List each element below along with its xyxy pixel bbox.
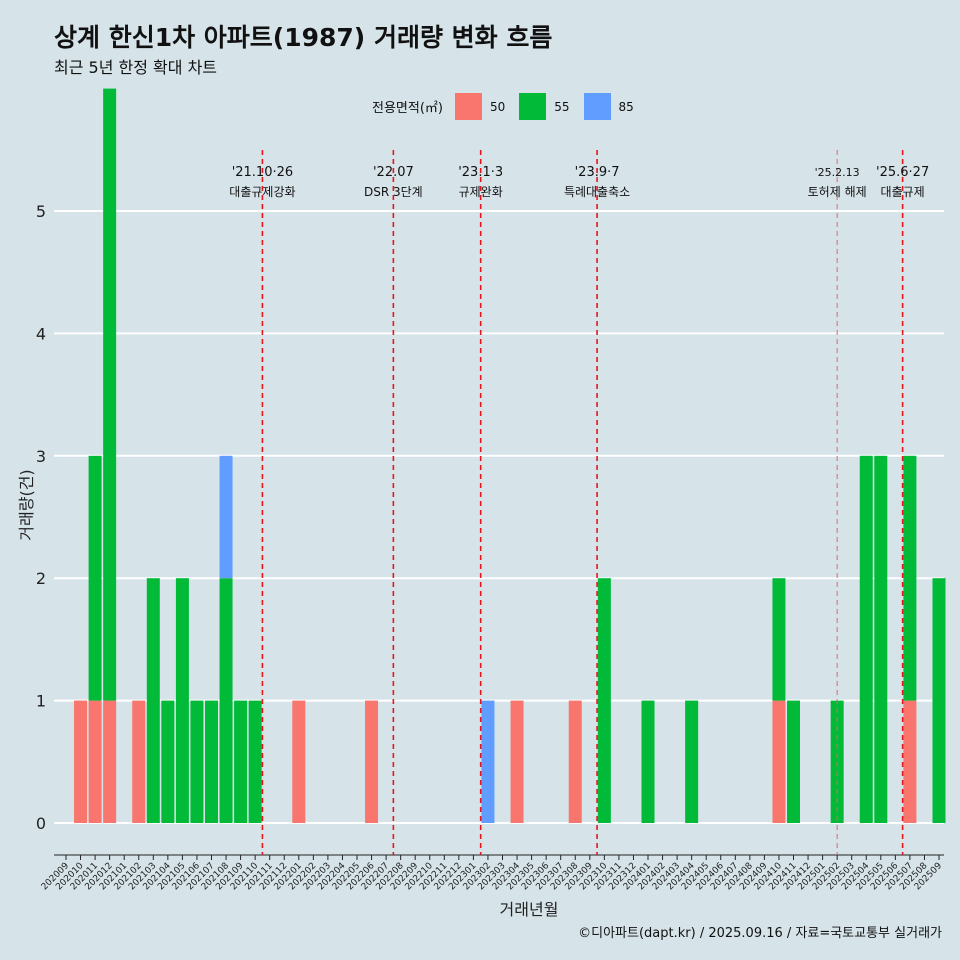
y-axis-title: 거래량(건)	[17, 469, 36, 540]
legend-label-55: 55	[554, 99, 570, 114]
y-tick-label: 4	[36, 324, 46, 343]
legend-item-55: 55	[519, 93, 573, 120]
bar-55-202011	[88, 455, 102, 701]
bar-50-202308	[568, 700, 582, 823]
bar-55-202310	[597, 578, 611, 823]
event-date: '25.6·27	[876, 165, 929, 180]
event-label: 규제완화	[459, 185, 503, 199]
bar-55-202107	[205, 700, 218, 823]
bar-50-202304	[510, 700, 524, 823]
bar-55-202103	[146, 578, 160, 823]
bar-55-202504	[859, 455, 873, 823]
bar-55-202012	[103, 88, 117, 701]
bar-50-202201	[292, 700, 306, 823]
y-tick-label: 0	[36, 814, 46, 833]
legend-item-85: 85	[583, 93, 638, 120]
bar-55-202502	[830, 700, 844, 823]
bar-50-202010	[74, 700, 88, 823]
bar-55-202105	[175, 578, 189, 823]
legend-swatch-85	[583, 93, 611, 120]
bar-50-202102	[132, 700, 146, 823]
legend-swatch-50	[454, 93, 482, 120]
event-date: '22.07	[373, 165, 414, 180]
legend-label-50: 50	[489, 99, 506, 114]
bar-55-202509	[932, 578, 946, 823]
bar-55-202505	[874, 455, 888, 823]
event-label: 토허제 해제	[808, 185, 867, 199]
chart-subtitle: 최근 5년 한정 확대 차트	[54, 58, 218, 77]
x-axis-title: 거래년월	[500, 900, 559, 919]
bar-50-202507	[903, 700, 917, 823]
bar-55-202404	[685, 700, 699, 823]
y-tick-label: 5	[36, 202, 46, 221]
event-label: DSR 3단계	[364, 185, 423, 199]
source-caption: ©디아파트(dapt.kr) / 2025.09.16 / 자료=국토교통부 실…	[578, 926, 942, 941]
chart-title: 상계 한신1차 아파트(1987) 거래량 변화 흐름	[54, 23, 553, 52]
event-label: 대출규제강화	[229, 185, 295, 199]
bar-55-202110	[248, 700, 262, 823]
y-tick-label: 2	[36, 569, 46, 588]
bar-55-202411	[787, 700, 800, 823]
bar-50-202011	[88, 700, 102, 823]
y-tick-label: 3	[36, 447, 46, 466]
legend-swatch-55	[519, 93, 547, 120]
bar-55-202507	[903, 455, 917, 701]
bar-55-202401	[641, 700, 655, 823]
bar-55-202109	[234, 700, 248, 823]
event-date: '23.9·7	[575, 165, 620, 180]
legend-item-50: 50	[454, 93, 509, 120]
bar-55-202410	[772, 578, 786, 701]
legend: 전용면적(㎡) 50 55 85	[372, 93, 648, 120]
bar-55-202106	[190, 700, 204, 823]
bar-85-202302	[481, 700, 495, 823]
bar-50-202012	[103, 700, 117, 823]
event-date: '21.10·26	[232, 165, 293, 180]
legend-title: 전용면적(㎡)	[372, 101, 443, 116]
bar-55-202108	[219, 578, 233, 823]
bar-50-202410	[772, 700, 786, 823]
bar-55-202104	[161, 700, 175, 823]
event-date: '25.2.13	[815, 166, 860, 179]
y-tick-label: 1	[36, 692, 46, 711]
legend-label-85: 85	[618, 99, 634, 114]
bar-85-202108	[219, 455, 233, 579]
event-date: '23.1·3	[458, 165, 503, 180]
event-label: 특례대출축소	[564, 185, 630, 199]
event-label: 대출규제	[881, 185, 925, 199]
bar-50-202206	[365, 700, 379, 823]
